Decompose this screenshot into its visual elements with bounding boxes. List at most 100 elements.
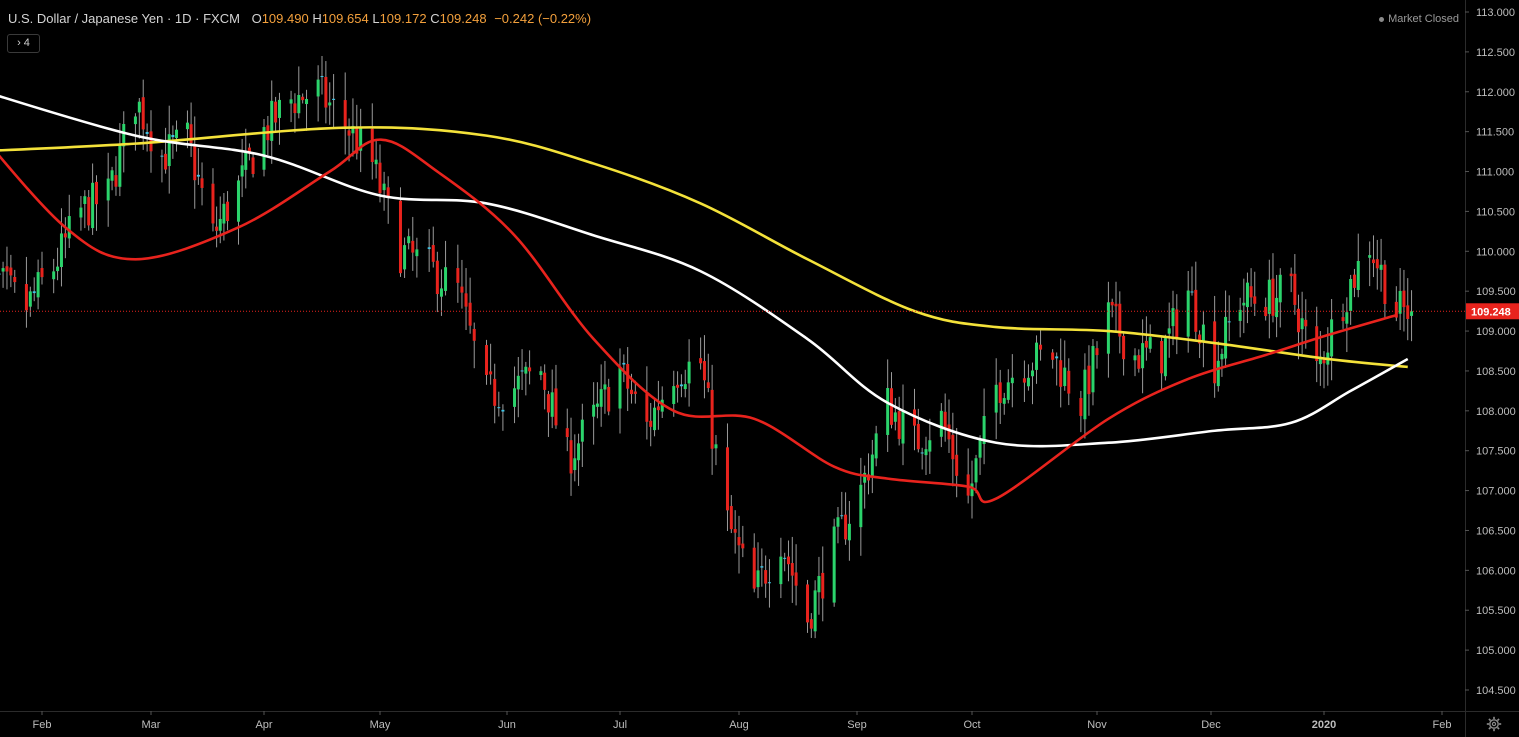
candle-body — [328, 102, 332, 106]
candle-body — [599, 389, 603, 407]
candle-body — [5, 266, 9, 272]
candle-body — [141, 97, 145, 130]
candle-body — [1067, 370, 1071, 394]
candle-body — [456, 268, 460, 283]
candle-body — [1171, 308, 1175, 327]
candle-body — [67, 216, 71, 239]
candle-body — [901, 411, 905, 444]
candle-body — [939, 410, 943, 437]
candle-body — [1296, 308, 1300, 333]
candle-body — [1402, 290, 1406, 308]
candle-body — [683, 384, 687, 390]
candle-body — [1330, 319, 1334, 357]
candle-body — [1398, 290, 1402, 314]
candle-body — [247, 147, 251, 154]
candle-body — [699, 358, 703, 364]
candle-body — [52, 271, 56, 280]
candle-body — [485, 345, 489, 375]
candle-body — [398, 200, 402, 274]
price-axis: 113.000 112.500 112.000 111.500 111.000 110.5… — [1465, 7, 1516, 697]
candle-body — [439, 288, 443, 297]
candle-body — [1220, 353, 1224, 360]
candle-body — [725, 447, 729, 511]
indicators-collapse-button[interactable]: › 4 — [7, 34, 40, 53]
candle-body — [764, 570, 768, 584]
candle-body — [580, 419, 584, 442]
candle-body — [890, 388, 893, 425]
candle-body — [679, 384, 683, 387]
candle-body — [28, 291, 32, 307]
price-tick-label: 106.500 — [1476, 525, 1516, 537]
candle-body — [733, 529, 737, 533]
price-tick-label: 108.500 — [1476, 366, 1516, 378]
candle-body — [79, 207, 83, 218]
candle-body — [316, 79, 320, 97]
candle-body — [277, 99, 281, 118]
candle-body — [301, 96, 305, 101]
candle-body — [374, 159, 378, 165]
candle-body — [1322, 357, 1326, 364]
candle-body — [464, 293, 468, 307]
price-tick-label: 112.000 — [1476, 87, 1515, 99]
candle-body — [351, 125, 355, 134]
candle-body — [1059, 360, 1063, 387]
market-status: Market Closed — [1379, 13, 1459, 25]
candle-body — [656, 406, 660, 411]
gear-icon[interactable] — [1486, 716, 1502, 732]
time-tick-label: Feb — [33, 719, 52, 731]
price-tick-label: 113.000 — [1476, 7, 1515, 19]
symbol-title: U.S. Dollar / Japanese Yen · 1D · FXCM — [8, 11, 240, 26]
candle-body — [171, 134, 175, 138]
candle-body — [1114, 303, 1118, 307]
candle-body — [435, 260, 439, 295]
candle-body — [982, 415, 986, 444]
candle-body — [645, 393, 649, 422]
candle-body — [355, 128, 359, 154]
candle-body — [1368, 255, 1372, 258]
candle-body — [185, 122, 189, 130]
candle-body — [966, 474, 970, 496]
candle-body — [236, 180, 240, 222]
candle-body — [63, 233, 67, 238]
candle-body — [427, 247, 431, 249]
candle-body — [493, 378, 497, 406]
candle-body — [1410, 311, 1414, 316]
time-tick-label: Jul — [613, 719, 627, 731]
candle-body — [786, 556, 790, 565]
candle-body — [1160, 340, 1164, 374]
candle-body — [676, 384, 680, 388]
candle-body — [569, 440, 573, 474]
candle-body — [573, 458, 577, 471]
candle-body — [110, 170, 114, 181]
candle-body — [760, 566, 764, 568]
candle-body — [928, 440, 932, 452]
candle-body — [741, 543, 745, 549]
candle-body — [218, 218, 222, 231]
candle-body — [431, 245, 435, 262]
price-tick-label: 110.500 — [1476, 206, 1515, 218]
candle-body — [1293, 273, 1297, 305]
price-tick-label: 105.000 — [1476, 645, 1516, 657]
candle-body — [1271, 278, 1275, 316]
candle-body — [1253, 296, 1257, 304]
time-tick-label: Dec — [1201, 719, 1221, 731]
moving-average-yellow — [0, 126, 1408, 369]
candle-body — [1144, 340, 1148, 348]
candle-body — [1035, 342, 1039, 370]
chart-legend: U.S. Dollar / Japanese Yen · 1D · FXCM O… — [8, 11, 591, 26]
candle-body — [1087, 365, 1091, 395]
candle-body — [1278, 274, 1282, 303]
price-tick-label: 112.500 — [1476, 47, 1515, 59]
candle-body — [274, 101, 278, 123]
close-value: 109.248 — [439, 11, 487, 26]
candle-body — [1394, 301, 1398, 318]
candle-body — [262, 127, 266, 170]
candle-body — [320, 76, 324, 78]
candle-body — [1300, 318, 1304, 330]
open-value: 109.490 — [261, 11, 309, 26]
candle-body — [806, 584, 810, 623]
candle-body — [370, 128, 374, 162]
candle-body — [215, 226, 219, 231]
